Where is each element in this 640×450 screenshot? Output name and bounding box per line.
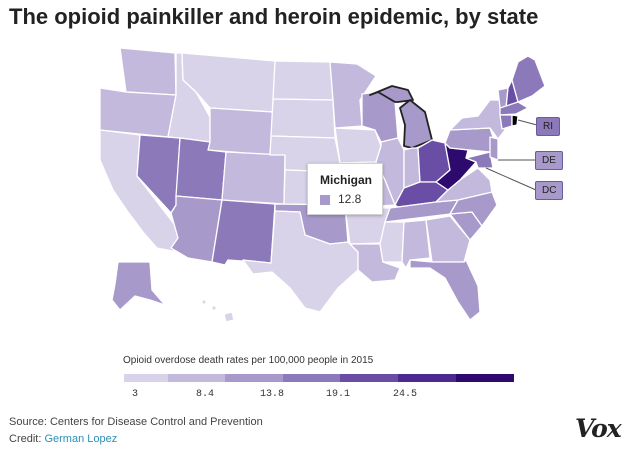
legend-tick: 8.4 bbox=[195, 389, 215, 400]
legend-label: Opioid overdose death rates per 100,000 … bbox=[123, 355, 374, 366]
state-ct[interactable] bbox=[499, 114, 513, 130]
tooltip-value: 12.8 bbox=[338, 192, 362, 206]
ri-leader-line bbox=[517, 119, 538, 126]
legend-color-bar bbox=[124, 374, 514, 382]
state-ak[interactable] bbox=[111, 261, 166, 311]
state-ri[interactable] bbox=[511, 114, 519, 127]
state-in[interactable] bbox=[403, 147, 421, 189]
credit-line: Credit: German Lopez bbox=[9, 433, 117, 445]
credit-prefix: Credit: bbox=[9, 433, 45, 445]
state-mi[interactable] bbox=[369, 85, 433, 149]
legend-tick: 24.5 bbox=[392, 389, 418, 400]
state-sd[interactable] bbox=[270, 98, 336, 139]
legend-step-4 bbox=[283, 374, 340, 382]
state-va[interactable] bbox=[435, 167, 493, 203]
legend-tick: 3 bbox=[131, 389, 139, 400]
credit-author-link[interactable]: German Lopez bbox=[44, 433, 118, 445]
state-fl[interactable] bbox=[409, 259, 481, 321]
page-title: The opioid painkiller and heroin epidemi… bbox=[9, 4, 539, 29]
tooltip-state-name: Michigan bbox=[320, 173, 373, 187]
us-map bbox=[0, 40, 640, 340]
legend-tick: 13.8 bbox=[259, 389, 285, 400]
state-nm[interactable] bbox=[211, 199, 276, 266]
state-co[interactable] bbox=[221, 151, 286, 205]
dc-leader-line bbox=[485, 167, 537, 191]
legend-step-7 bbox=[456, 374, 514, 382]
dc-badge[interactable]: DC bbox=[535, 181, 564, 200]
source-note: Source: Centers for Disease Control and … bbox=[9, 416, 263, 428]
state-ga[interactable] bbox=[425, 215, 471, 263]
state-hi[interactable] bbox=[201, 299, 235, 323]
legend-step-3 bbox=[225, 374, 283, 382]
legend-tick: 19.1 bbox=[325, 389, 351, 400]
state-wy[interactable] bbox=[207, 107, 274, 156]
state-ma[interactable] bbox=[499, 101, 529, 116]
state-or[interactable] bbox=[99, 87, 177, 138]
state-me[interactable] bbox=[511, 55, 546, 103]
state-tx[interactable] bbox=[242, 210, 359, 313]
legend-step-1 bbox=[124, 374, 168, 382]
legend-step-5 bbox=[340, 374, 398, 382]
state-nj[interactable] bbox=[489, 136, 499, 161]
de-badge[interactable]: DE bbox=[535, 151, 563, 170]
ri-badge[interactable]: RI bbox=[536, 117, 560, 136]
legend-step-2 bbox=[168, 374, 225, 382]
state-ia[interactable] bbox=[334, 127, 382, 164]
vox-logo: Vox bbox=[575, 414, 622, 443]
state-mn[interactable] bbox=[329, 61, 377, 129]
state-nd[interactable] bbox=[272, 60, 334, 101]
state-md[interactable] bbox=[465, 151, 494, 169]
state-wa[interactable] bbox=[119, 47, 177, 96]
state-tooltip: Michigan 12.8 bbox=[307, 163, 383, 215]
tooltip-color-swatch bbox=[320, 195, 330, 205]
us-map-svg bbox=[99, 47, 546, 323]
state-pa[interactable] bbox=[444, 127, 495, 153]
state-ms[interactable] bbox=[379, 221, 405, 263]
legend-step-6 bbox=[398, 374, 456, 382]
